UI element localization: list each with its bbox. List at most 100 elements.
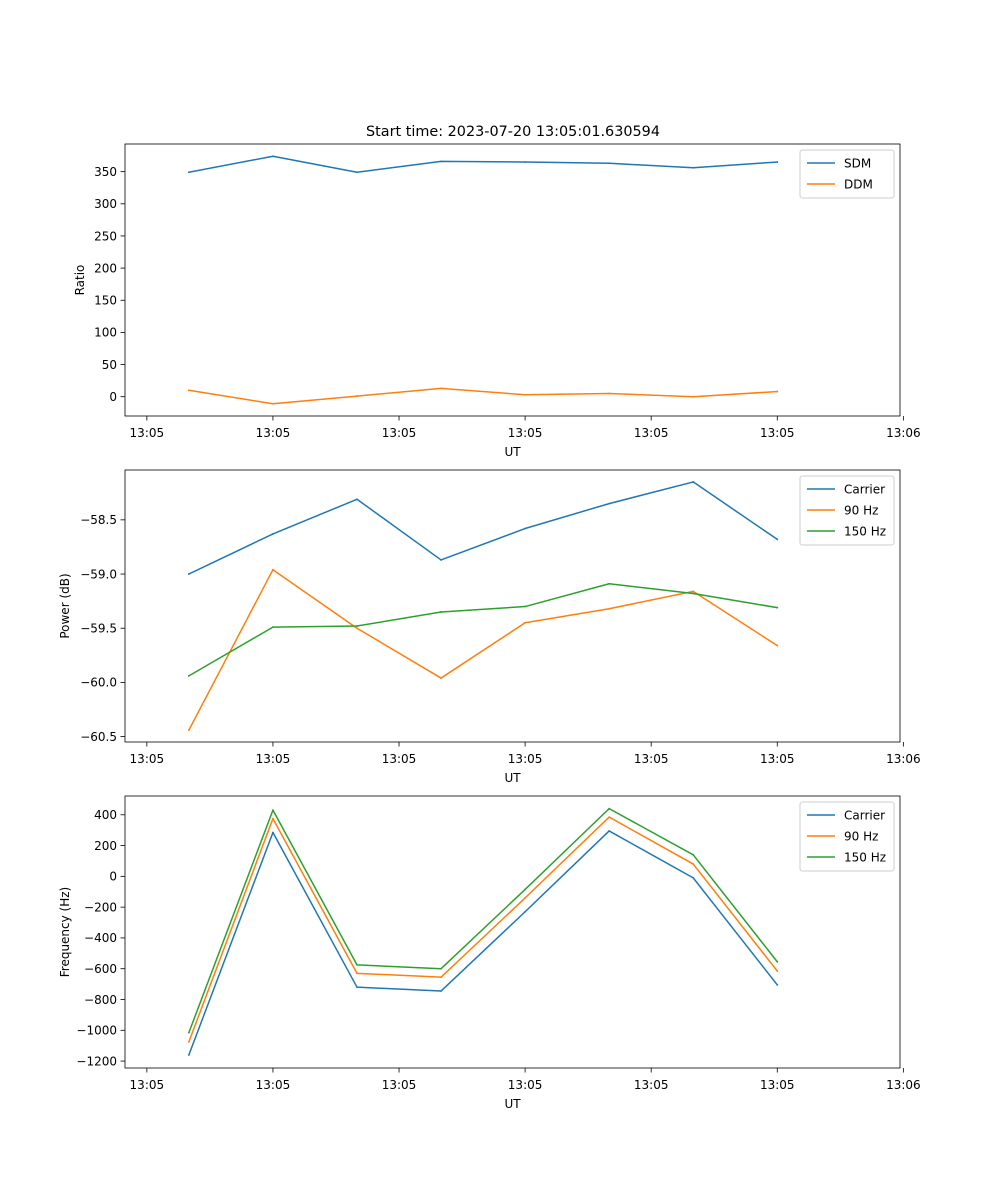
data-point xyxy=(440,160,442,163)
data-point xyxy=(692,590,695,593)
x-tick-label: 13:05 xyxy=(130,426,165,440)
data-point xyxy=(356,395,358,397)
y-tick-label: −58.5 xyxy=(80,513,117,527)
data-point xyxy=(692,853,695,856)
x-tick-label: 13:05 xyxy=(760,1078,795,1092)
legend: Carrier 90 Hz 150 Hz xyxy=(799,475,895,546)
y-axis-label: Ratio xyxy=(73,265,87,296)
legend: Carrier 90 Hz 150 Hz xyxy=(799,801,895,872)
legend-label: DDM xyxy=(844,177,873,191)
y-tick-label: 400 xyxy=(94,808,117,822)
series-line xyxy=(188,387,779,405)
axes-frame xyxy=(124,795,901,1069)
x-axis-label: UT xyxy=(504,1097,521,1111)
data-point xyxy=(356,986,358,989)
data-point xyxy=(356,498,358,501)
data-point xyxy=(608,830,611,832)
legend-box xyxy=(799,475,895,546)
data-point xyxy=(440,967,442,970)
y-tick-label: 350 xyxy=(94,165,117,179)
y-tick-label: −59.0 xyxy=(80,567,117,581)
y-tick-label: 50 xyxy=(102,358,117,372)
panel-3: 13:05 13:05 13:05 13:05 13:05 13:05 13:06 UT −12… xyxy=(58,795,921,1111)
x-tick-label: 13:05 xyxy=(508,426,543,440)
data-point xyxy=(608,392,611,395)
data-point xyxy=(692,395,695,398)
axes-frame xyxy=(124,143,901,417)
data-point xyxy=(187,674,190,677)
legend: SDM DDM xyxy=(799,149,895,199)
y-tick-label: 150 xyxy=(94,294,117,308)
series-line xyxy=(188,155,779,174)
x-tick-label: 13:05 xyxy=(634,1078,669,1092)
data-point xyxy=(776,538,779,541)
legend-label: 90 Hz xyxy=(844,503,878,517)
x-tick-label: 13:05 xyxy=(256,426,291,440)
data-point xyxy=(608,607,611,610)
data-point xyxy=(356,972,358,975)
x-tick-label: 13:06 xyxy=(886,426,921,440)
data-point xyxy=(272,817,274,820)
series-line xyxy=(187,807,779,1034)
data-point xyxy=(524,161,527,163)
data-point xyxy=(692,481,695,483)
data-point xyxy=(524,605,527,608)
series-150-hz xyxy=(187,582,779,677)
data-point xyxy=(776,161,779,163)
data-point xyxy=(187,1040,190,1043)
data-point xyxy=(692,876,695,879)
data-point xyxy=(272,533,274,535)
x-axis-label: UT xyxy=(504,771,521,785)
series-ddm xyxy=(187,387,779,405)
data-point xyxy=(356,963,358,966)
x-tick-label: 13:05 xyxy=(634,752,669,766)
data-point xyxy=(608,162,611,165)
data-point xyxy=(776,960,779,963)
x-tick-label: 13:05 xyxy=(382,1078,417,1092)
y-tick-label: 0 xyxy=(109,870,117,884)
data-point xyxy=(356,627,358,630)
data-point xyxy=(776,644,779,647)
data-point xyxy=(692,592,695,595)
data-point xyxy=(440,990,442,992)
series-carrier xyxy=(187,481,779,576)
series-line xyxy=(187,830,779,1056)
y-tick-label: −60.0 xyxy=(80,676,117,690)
figure-title: Start time: 2023-07-20 13:05:01.630594 xyxy=(366,124,660,140)
data-point xyxy=(776,390,779,393)
data-point xyxy=(608,816,611,818)
legend-label: SDM xyxy=(844,156,871,170)
legend-label: 150 Hz xyxy=(844,850,886,864)
data-point xyxy=(524,888,527,891)
data-point xyxy=(440,677,442,679)
legend-box xyxy=(799,149,895,199)
y-tick-label: −1200 xyxy=(76,1054,117,1068)
series-90-hz xyxy=(187,568,779,732)
data-point xyxy=(440,611,442,613)
data-point xyxy=(272,155,274,158)
y-tick-label: −600 xyxy=(84,962,117,976)
panel-1: 13:05 13:05 13:05 13:05 13:05 13:05 13:06 UT 0 50… xyxy=(73,143,921,459)
data-point xyxy=(187,1031,190,1034)
data-point xyxy=(440,976,442,979)
data-point xyxy=(692,863,695,865)
data-point xyxy=(187,1054,190,1056)
y-tick-label: −400 xyxy=(84,931,117,945)
data-point xyxy=(272,626,274,629)
data-point xyxy=(187,729,190,731)
data-point xyxy=(776,983,779,986)
x-axis-label: UT xyxy=(504,445,521,459)
x-tick-label: 13:06 xyxy=(886,752,921,766)
data-point xyxy=(272,831,274,834)
x-tick-label: 13:05 xyxy=(634,426,669,440)
legend-box xyxy=(799,801,895,872)
series-line xyxy=(187,816,779,1043)
y-axis-label: Frequency (Hz) xyxy=(58,887,72,978)
series-90-hz xyxy=(187,816,779,1043)
data-point xyxy=(608,502,611,505)
x-tick-label: 13:05 xyxy=(508,752,543,766)
x-tick-label: 13:05 xyxy=(508,1078,543,1092)
data-point xyxy=(524,527,527,530)
y-tick-label: 100 xyxy=(94,326,117,340)
